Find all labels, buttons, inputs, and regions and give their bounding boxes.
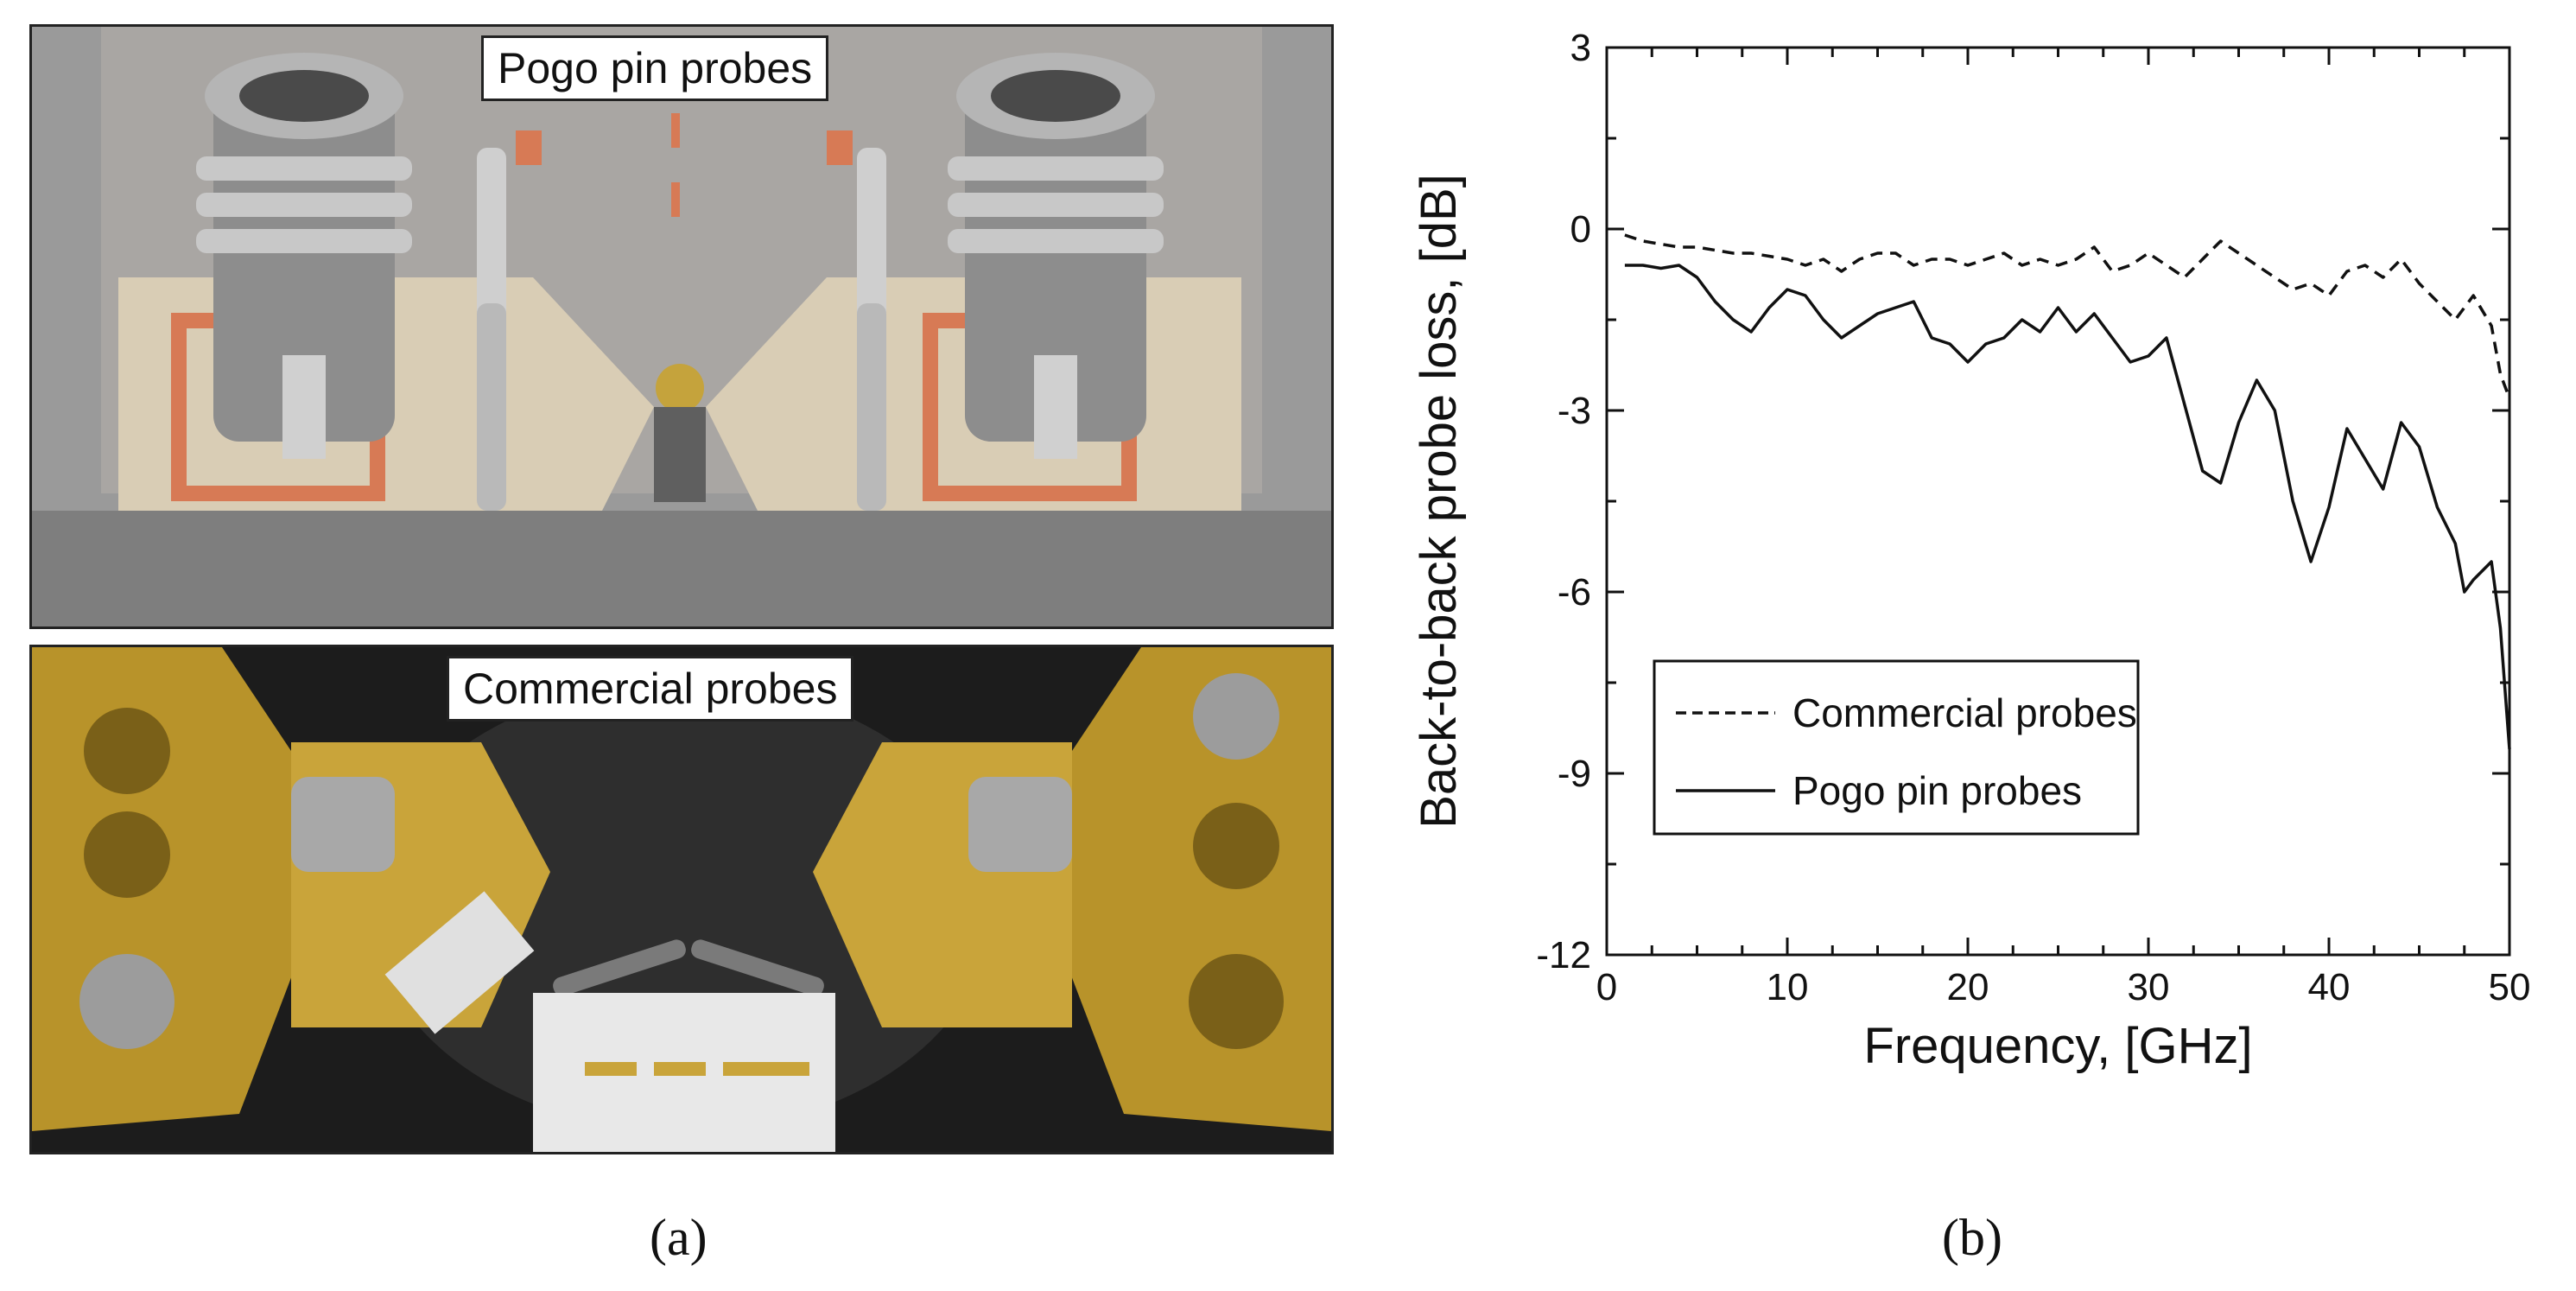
commercial-probes-photo-drawing xyxy=(32,647,1331,1152)
series-line-pogo xyxy=(1624,264,2511,750)
pogo-pin-photo-drawing xyxy=(32,27,1331,626)
x-tick-label: 10 xyxy=(1767,966,1809,1008)
legend-box xyxy=(1653,659,2140,836)
legend: Commercial probes Pogo pin probes xyxy=(1653,659,2140,836)
panel-a-tag: (a) xyxy=(650,1209,707,1266)
commercial-probes-photo: Commercial probes xyxy=(29,645,1334,1154)
series-line-commercial xyxy=(1624,233,2511,399)
commercial-probes-label: Commercial probes xyxy=(447,656,854,722)
legend-label: Commercial probes xyxy=(1792,690,2137,735)
y-tick-label: -6 xyxy=(1558,571,1591,614)
x-tick-label: 0 xyxy=(1596,966,1617,1008)
y-tick-label: -9 xyxy=(1558,753,1591,795)
panel-b-tag: (b) xyxy=(1942,1209,2002,1266)
x-tick-label: 20 xyxy=(1947,966,1989,1008)
x-tick-label: 50 xyxy=(2489,966,2531,1008)
pogo-pin-photo: Pogo pin probes xyxy=(29,24,1334,629)
legend-label: Pogo pin probes xyxy=(1792,768,2082,813)
pogo-pin-probes-label: Pogo pin probes xyxy=(481,35,829,101)
y-axis-title: Back-to-back probe loss, [dB] xyxy=(1411,174,1467,829)
y-tick-label: 3 xyxy=(1570,27,1591,69)
axis-ticks xyxy=(1605,46,2511,957)
y-tick-label: 0 xyxy=(1570,208,1591,251)
series-lines xyxy=(1624,233,2511,750)
y-tick-label: -12 xyxy=(1536,934,1591,976)
y-tick-label: -3 xyxy=(1558,390,1591,432)
x-tick-label: 40 xyxy=(2308,966,2351,1008)
x-tick-label: 30 xyxy=(2128,966,2170,1008)
x-axis-title: Frequency, [GHz] xyxy=(1863,1018,2252,1074)
